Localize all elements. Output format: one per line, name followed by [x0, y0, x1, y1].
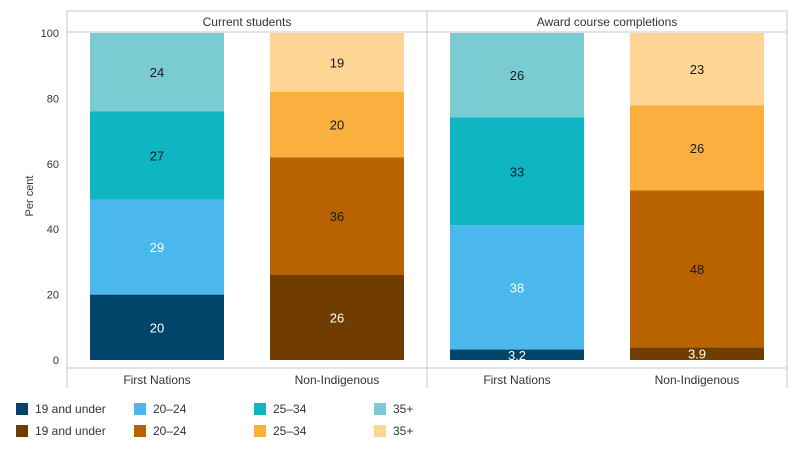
- bar-segment: [630, 105, 764, 191]
- data-label: 36: [330, 209, 344, 224]
- data-label: 27: [150, 149, 164, 164]
- legend-item: 35+: [374, 399, 413, 419]
- legend-label: 20–24: [153, 424, 187, 438]
- data-label: 23: [690, 62, 704, 77]
- data-label: 3.2: [508, 348, 526, 363]
- legend-item: 19 and under: [16, 421, 106, 441]
- data-label: 26: [510, 68, 524, 83]
- legend-label: 20–24: [153, 402, 187, 416]
- bar-segment: [450, 117, 584, 226]
- bar-segment: [270, 274, 404, 360]
- legend-item: 20–24: [134, 421, 186, 441]
- bar-segment: [90, 294, 224, 360]
- data-label: 33: [510, 164, 524, 179]
- legend-swatch: [134, 425, 146, 437]
- data-label: 26: [330, 310, 344, 325]
- data-label: 38: [510, 280, 524, 295]
- data-label: 20: [150, 320, 164, 335]
- y-tick-label: 40: [47, 224, 59, 236]
- bar-segment: [90, 199, 224, 295]
- legend-label: 19 and under: [35, 424, 106, 438]
- legend-label: 35+: [393, 424, 414, 438]
- y-tick-label: 60: [47, 159, 59, 171]
- legend-swatch: [254, 403, 266, 415]
- x-tick-label: First Nations: [483, 373, 550, 387]
- bar-segment: [450, 225, 584, 350]
- y-axis-title: Per cent: [24, 176, 36, 217]
- legend-item: 25–34: [254, 421, 306, 441]
- legend-row: 19 and under 20–24 25–34 35+: [16, 421, 476, 443]
- legend-item: 19 and under: [16, 399, 106, 419]
- legend-swatch: [16, 403, 28, 415]
- y-tick-label: 100: [41, 28, 59, 40]
- x-tick-label: Non-Indigenous: [655, 373, 740, 387]
- y-tick-label: 0: [53, 355, 59, 367]
- bar-segment: [630, 190, 764, 348]
- legend-swatch: [374, 425, 386, 437]
- data-label: 48: [690, 262, 704, 277]
- legend-swatch: [134, 403, 146, 415]
- legend-item: 20–24: [134, 399, 186, 419]
- data-label: 19: [330, 55, 344, 70]
- data-label: 20: [330, 118, 344, 133]
- legend-label: 19 and under: [35, 402, 106, 416]
- bar-segment: [90, 111, 224, 200]
- chart: Current students Award course completions…: [24, 10, 788, 388]
- bar-segment: [90, 33, 224, 112]
- data-label: 24: [150, 65, 164, 80]
- data-label: 3.9: [688, 347, 706, 362]
- bar-segment: [270, 91, 404, 158]
- bar-segment: [450, 349, 584, 360]
- legend-swatch: [16, 425, 28, 437]
- bar-segment: [270, 33, 404, 92]
- legend-label: 25–34: [273, 424, 307, 438]
- y-tick-label: 80: [47, 93, 59, 105]
- x-tick-label: Non-Indigenous: [295, 373, 380, 387]
- legend-item: 25–34: [254, 399, 306, 419]
- y-tick-label: 20: [47, 290, 59, 302]
- legend-label: 35+: [393, 402, 414, 416]
- bar-segment: [270, 157, 404, 275]
- legend-label: 25–34: [273, 402, 307, 416]
- data-label: 29: [150, 240, 164, 255]
- legend: 19 and under 20–24 25–34 35+ 19 and under 20–…: [16, 399, 476, 443]
- panel-title-1: Current students: [203, 15, 292, 29]
- panel-title-2: Award course completions: [537, 15, 678, 29]
- x-tick-label: First Nations: [123, 373, 190, 387]
- legend-row: 19 and under 20–24 25–34 35+: [16, 399, 476, 421]
- bar-segment: [450, 33, 584, 118]
- legend-item: 35+: [374, 421, 413, 441]
- bar-segment: [630, 33, 764, 106]
- legend-swatch: [374, 403, 386, 415]
- bar-segment: [630, 347, 764, 360]
- legend-swatch: [254, 425, 266, 437]
- data-label: 26: [690, 141, 704, 156]
